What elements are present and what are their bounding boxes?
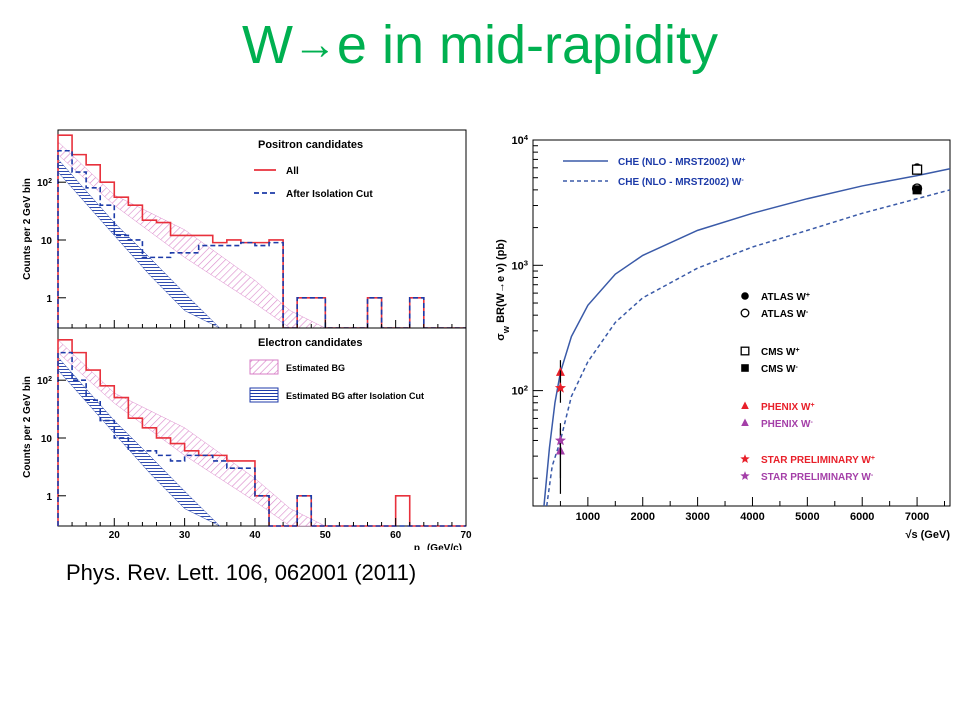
slide-title: W→e in mid-rapidity <box>0 14 960 76</box>
arrow-icon: → <box>292 20 337 69</box>
y-tick-label: 10 <box>41 236 53 247</box>
y-tick-label: 102 <box>511 383 528 398</box>
data-point <box>554 382 566 393</box>
bg-band <box>57 339 326 527</box>
y-tick-label: 102 <box>37 376 52 388</box>
legend-marker <box>741 418 749 427</box>
panel-title: Positron candidates <box>258 139 363 151</box>
title-prefix: W <box>241 15 293 75</box>
x-tick-label: 6000 <box>850 511 874 523</box>
citation: Phys. Rev. Lett. 106, 062001 (2011) <box>66 560 417 585</box>
cross-section-figure: 1000 2000 3000 4000 5000 6000 7000 102 103 104 √s … <box>495 133 951 541</box>
legend-marker <box>740 308 750 318</box>
y-tick-label: 102 <box>37 178 52 190</box>
legend-entry: PHENIX W- <box>761 419 813 431</box>
x-tick-label: 5000 <box>795 511 819 523</box>
theory-curve <box>543 167 951 507</box>
x-tick-label: 7000 <box>905 511 929 523</box>
histogram-series <box>57 351 466 527</box>
legend-entry: Estimated BG after Isolation Cut <box>286 391 424 401</box>
legend-entry: CMS W- <box>761 364 798 376</box>
y-axis-label: Counts per 2 GeV bin <box>22 178 33 280</box>
electron-panel: 1 10 102 Counts per 2 GeV bin 20 30 40 50 60 70 pT… <box>22 327 472 550</box>
legend-entry: ATLAS W+ <box>761 292 810 304</box>
legend-entry: PHENIX W+ <box>761 402 815 414</box>
legend-swatch <box>249 387 279 403</box>
x-tick-label: 60 <box>390 530 402 541</box>
x-tick-label: 20 <box>109 530 121 541</box>
legend-entry: STAR PRELIMINARY W- <box>761 472 874 484</box>
histogram-series <box>57 134 466 329</box>
legend-entry: ATLAS W- <box>761 309 809 321</box>
y-tick-label: 104 <box>511 133 528 148</box>
x-tick-label: 3000 <box>685 511 709 523</box>
legend-marker <box>740 454 750 463</box>
positron-panel: 1 10 102 Counts per 2 GeV bin Positron candi… <box>22 129 467 329</box>
legend-entry: CHE (NLO - MRST2002) W- <box>618 177 744 189</box>
y-axis-label: Counts per 2 GeV bin <box>22 376 33 478</box>
y-tick-label: 1 <box>46 294 52 305</box>
y-tick-label: 10 <box>41 434 53 445</box>
x-tick-label: 4000 <box>740 511 764 523</box>
data-point <box>911 164 923 175</box>
legend-entry: After Isolation Cut <box>286 189 373 200</box>
legend-marker <box>740 346 750 356</box>
legend-entry: Estimated BG <box>286 363 345 373</box>
legend-swatch <box>249 359 279 375</box>
x-tick-label: 2000 <box>630 511 654 523</box>
y-tick-label: 103 <box>511 258 528 273</box>
y-tick-label: 1 <box>46 492 52 503</box>
x-tick-label: 50 <box>320 530 332 541</box>
legend-entry: CHE (NLO - MRST2002) W+ <box>618 157 745 169</box>
x-tick-label: 30 <box>179 530 191 541</box>
x-axis-label: pT (GeV/c) <box>414 543 462 550</box>
data-point <box>912 185 922 195</box>
histogram-figure: 1 10 102 Counts per 2 GeV bin Positron candi… <box>22 129 472 550</box>
legend-entry: CMS W+ <box>761 347 800 359</box>
panel-title: Electron candidates <box>258 337 363 349</box>
x-tick-label: 70 <box>460 530 472 541</box>
legend-entry: STAR PRELIMINARY W+ <box>761 455 875 467</box>
cross-section-panel: 1000 2000 3000 4000 5000 6000 7000 102 103 104 √s … <box>495 133 951 541</box>
legend-marker <box>740 471 750 480</box>
bg-band <box>57 356 220 527</box>
x-tick-label: 1000 <box>576 511 600 523</box>
data-point <box>554 434 566 446</box>
legend-marker <box>741 364 749 372</box>
title-suffix: e in mid-rapidity <box>336 15 719 75</box>
x-tick-label: 40 <box>249 530 261 541</box>
legend-entry: All <box>286 166 299 177</box>
theory-curve <box>545 189 951 507</box>
x-axis-label: √s (GeV) <box>905 529 950 541</box>
legend-marker <box>741 401 749 410</box>
y-axis-label: σW BR(W→e ν) (pb) <box>495 239 511 341</box>
legend-marker <box>741 292 749 300</box>
plot-frame <box>532 139 951 507</box>
